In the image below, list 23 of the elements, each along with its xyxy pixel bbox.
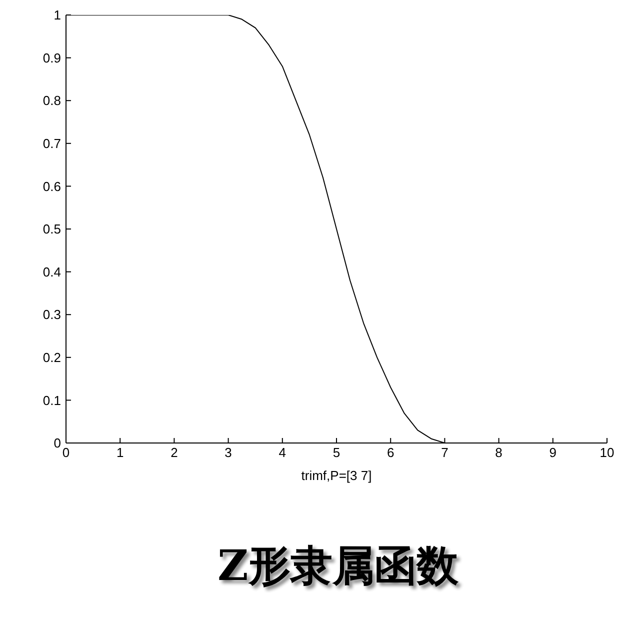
y-tick-label: 0.5 bbox=[42, 222, 61, 237]
y-tick-label: 0.7 bbox=[42, 136, 61, 152]
y-tick-label: 1 bbox=[54, 8, 61, 23]
y-tick-label: 0 bbox=[54, 436, 61, 451]
y-tick-label: 0.1 bbox=[42, 392, 61, 408]
y-tick-label: 0.9 bbox=[42, 50, 61, 66]
y-tick-label: 0.8 bbox=[42, 93, 61, 108]
x-tick-label: 1 bbox=[116, 445, 124, 460]
x-tick-label: 5 bbox=[332, 445, 340, 460]
x-tick-label: 2 bbox=[170, 445, 178, 460]
x-tick-label: 7 bbox=[441, 445, 448, 460]
y-tick-label: 0.3 bbox=[42, 307, 61, 322]
x-tick-label: 4 bbox=[278, 445, 286, 460]
text: Z形隶属函数 bbox=[216, 540, 460, 592]
y-tick-label: 0.2 bbox=[42, 350, 61, 366]
x-tick-label: 8 bbox=[495, 445, 502, 460]
y-tick-label: 0.4 bbox=[42, 264, 61, 280]
x-tick-label: 10 bbox=[600, 445, 614, 460]
y-tick-label: 0.6 bbox=[42, 178, 61, 194]
x-axis-title: trimf,P=[3 7] bbox=[301, 468, 372, 483]
x-tick-label: 3 bbox=[224, 445, 232, 460]
x-tick-label: 9 bbox=[549, 445, 557, 460]
x-tick-label: 6 bbox=[386, 445, 394, 460]
